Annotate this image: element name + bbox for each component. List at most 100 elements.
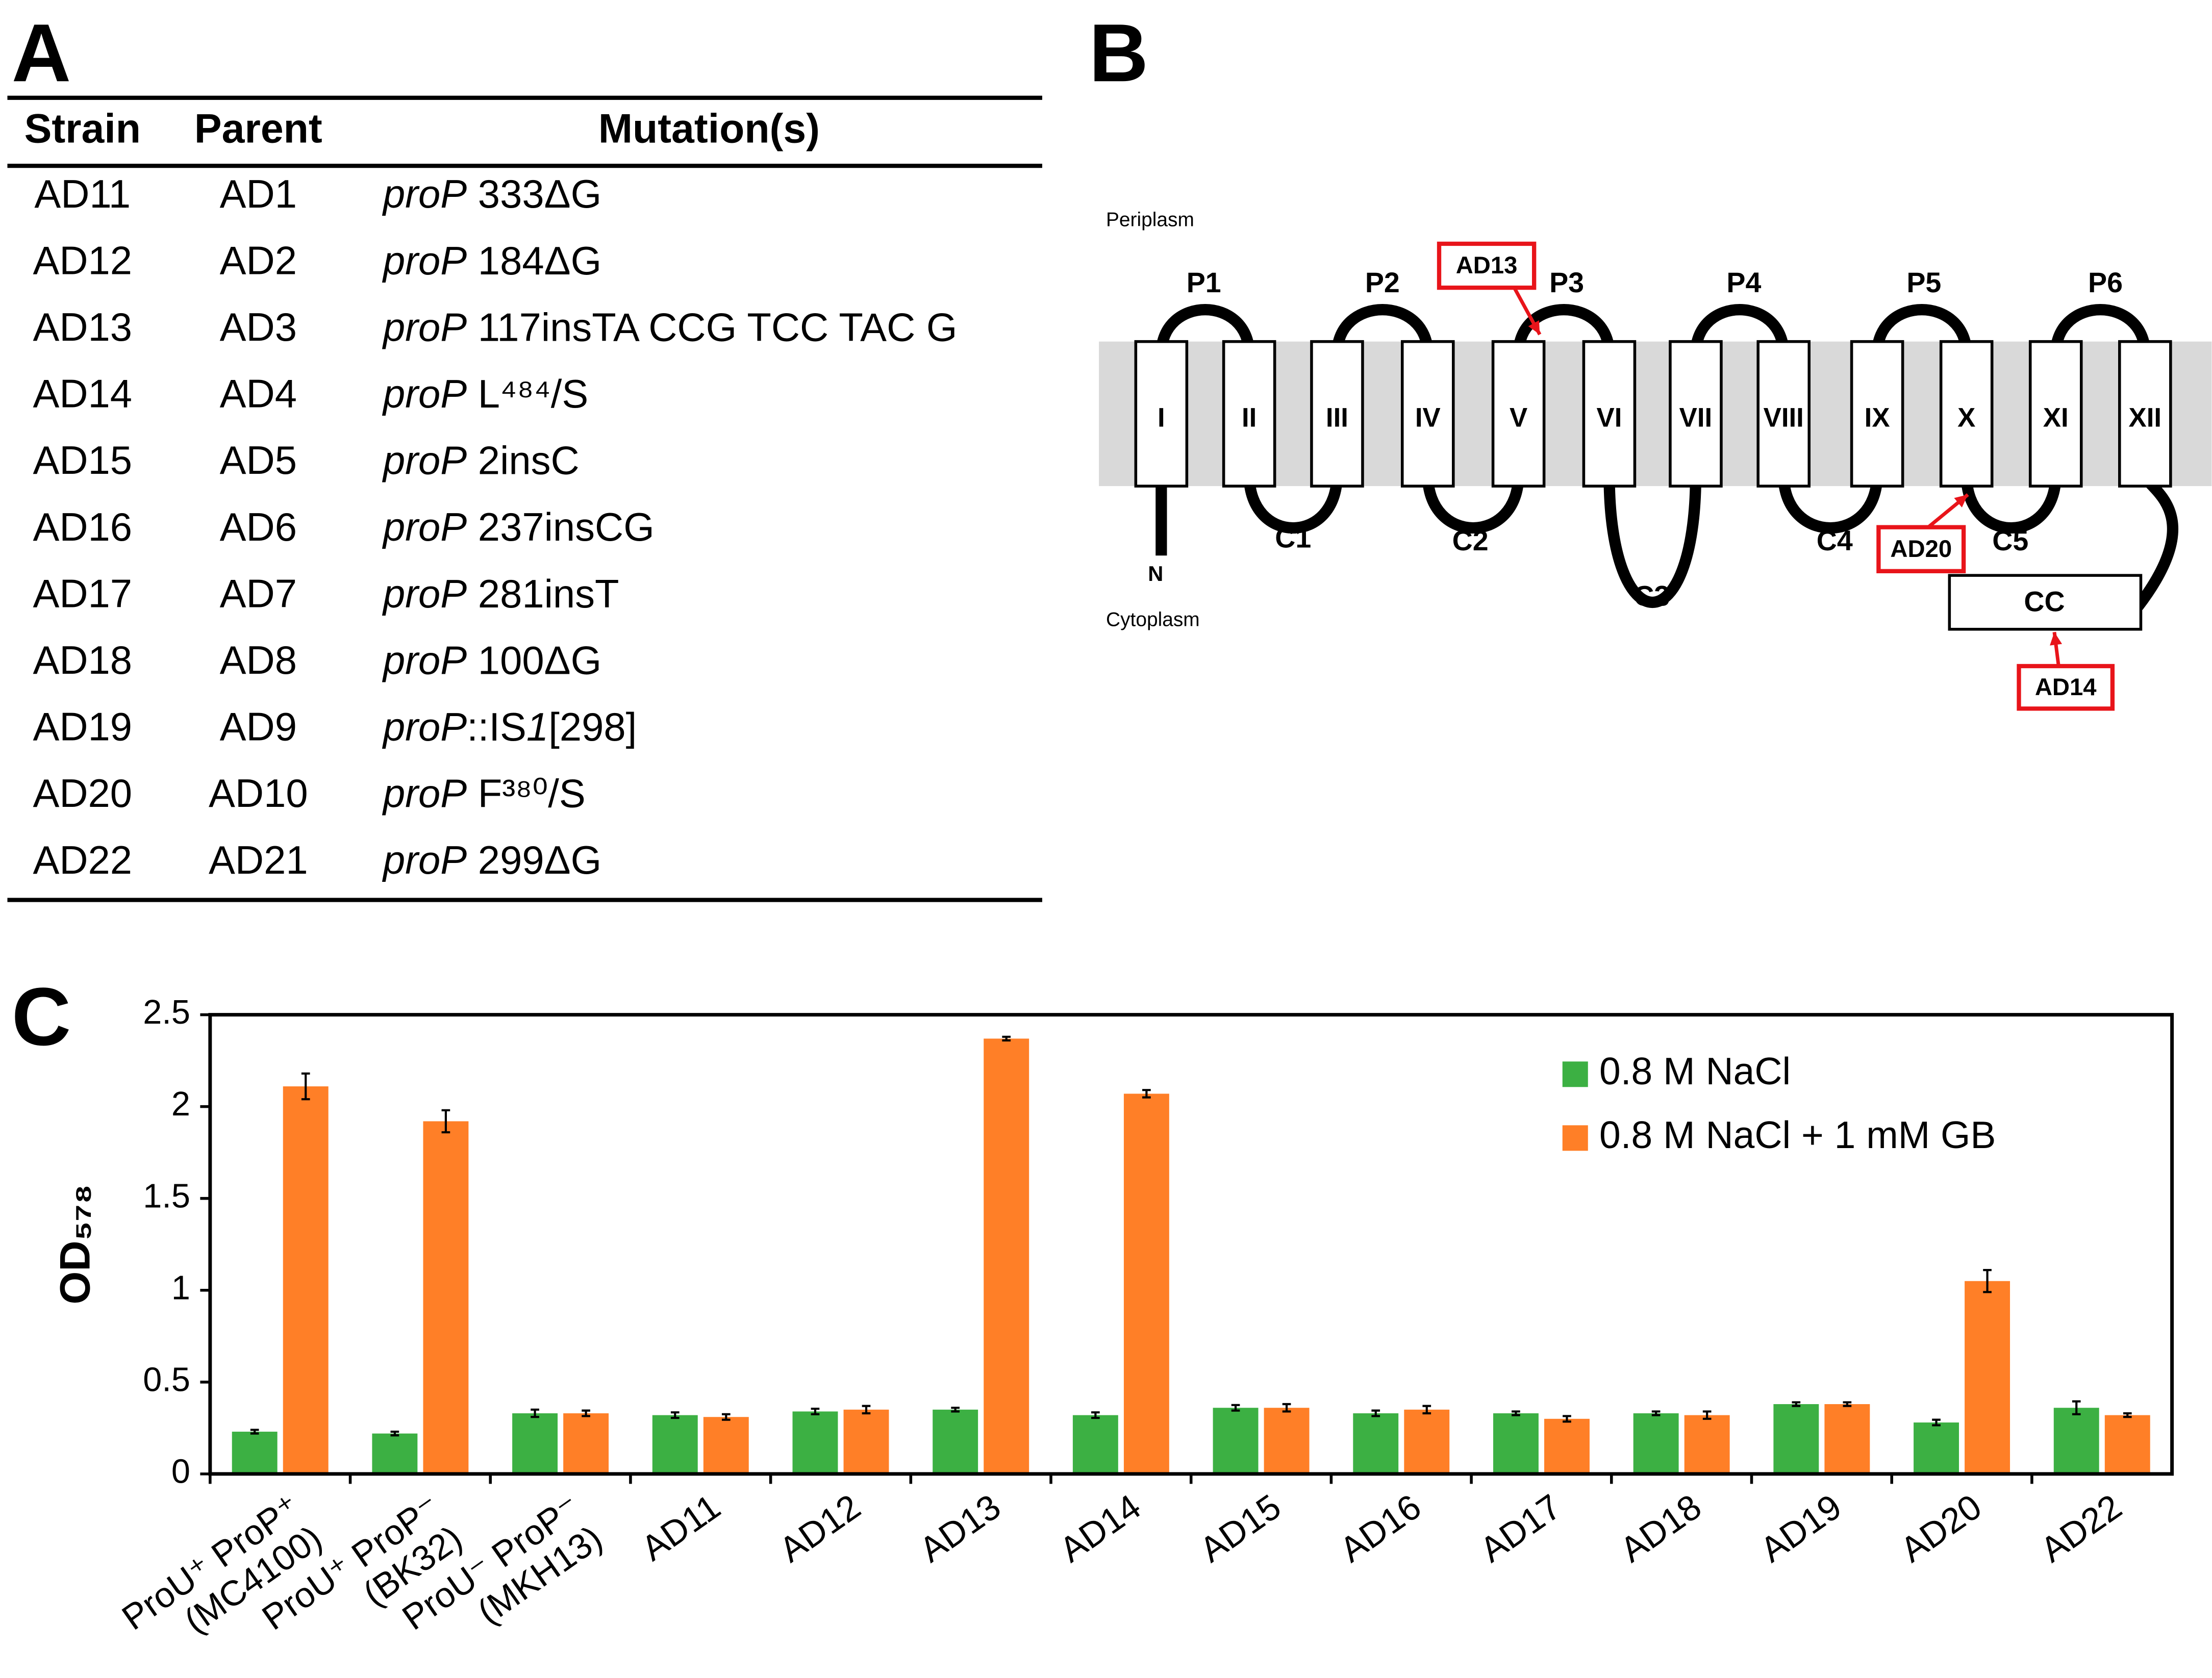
bar: [1824, 1404, 1870, 1474]
loop-label: P1: [1187, 267, 1221, 298]
loop-label: P6: [2088, 267, 2123, 298]
loop: [1243, 474, 1343, 534]
bar: [1965, 1281, 2010, 1474]
helix-label: III: [1326, 402, 1348, 433]
bar: [1353, 1413, 1399, 1474]
loop: [1155, 304, 1255, 355]
y-tick-label: 0.5: [143, 1361, 190, 1399]
callout-box: [1437, 241, 1537, 290]
table-cell: proP::IS1[298]: [382, 705, 637, 749]
mutation-part: 1: [526, 705, 548, 749]
legend-swatch: [1562, 1061, 1588, 1087]
bar: [652, 1415, 698, 1474]
panel-label: A: [12, 7, 71, 99]
helix: [2028, 340, 2083, 488]
loop: [2050, 304, 2151, 355]
mutation-part: proP: [382, 239, 467, 283]
table-cell: AD22: [33, 838, 132, 882]
loop: [1422, 474, 1524, 534]
bar: [1684, 1415, 1730, 1474]
bar: [232, 1432, 278, 1474]
bar: [703, 1417, 749, 1474]
callout-label: AD20: [1890, 536, 1952, 563]
table-cell: AD10: [209, 772, 308, 816]
table-header: Mutation(s): [598, 106, 820, 152]
helix: [1491, 340, 1546, 488]
mutation-part: F³⁸⁰/S: [467, 772, 586, 816]
helix-label: V: [1510, 402, 1527, 433]
table-cell: proP 333ΔG: [382, 172, 601, 216]
bar: [843, 1409, 889, 1474]
loop-label: P3: [1549, 267, 1584, 298]
mutation-part: proP: [382, 306, 467, 349]
table-cell: AD16: [33, 505, 132, 549]
bar: [1072, 1415, 1118, 1474]
bar: [1213, 1408, 1259, 1474]
mutation-part: proP: [382, 505, 467, 549]
loop: [1871, 304, 1972, 355]
helix: [2118, 340, 2172, 488]
helix: [1134, 340, 1189, 488]
table-cell: proP F³⁸⁰/S: [382, 772, 586, 816]
helix: [1400, 340, 1455, 488]
bar: [984, 1038, 1029, 1474]
table-cell: AD18: [33, 639, 132, 682]
mutation-part: proP: [382, 639, 467, 682]
helix-label: VII: [1679, 402, 1713, 433]
terminus-label: N: [1148, 562, 1163, 586]
table-cell: AD13: [33, 306, 132, 349]
helix-label: II: [1242, 402, 1256, 433]
table-cell: AD19: [33, 705, 132, 749]
callout-label: AD13: [1456, 252, 1518, 279]
helix: [1222, 340, 1276, 488]
bar: [1773, 1404, 1819, 1474]
bar: [512, 1413, 558, 1474]
mutation-part: proP: [382, 838, 467, 882]
loop-label: C1: [1275, 522, 1311, 553]
table-cell: AD6: [220, 505, 297, 549]
helix: [1939, 340, 1994, 488]
table-cell: AD15: [33, 439, 132, 482]
table-cell: AD20: [33, 772, 132, 816]
mutation-part: 100ΔG: [467, 639, 601, 682]
helix-label: XII: [2129, 402, 2162, 433]
helix-label: X: [1957, 402, 1975, 433]
bar: [563, 1413, 609, 1474]
bar: [2053, 1408, 2099, 1474]
mutation-part: proP: [382, 772, 467, 816]
table-header: Strain: [24, 106, 141, 152]
mutation-part: 333ΔG: [467, 172, 601, 216]
loop: [1513, 304, 1615, 355]
helix-label: I: [1158, 402, 1165, 433]
helix-label: VI: [1597, 402, 1622, 433]
arrow-head: [1954, 494, 1968, 507]
table-cell: proP 299ΔG: [382, 838, 601, 882]
bar: [1123, 1094, 1169, 1474]
helix: [1669, 340, 1723, 488]
bar: [792, 1411, 838, 1474]
bar: [1633, 1413, 1679, 1474]
mutation-part: proP: [382, 705, 467, 749]
y-tick-label: 1: [171, 1269, 190, 1307]
callout-label: AD14: [2035, 674, 2097, 701]
arrow-head: [2050, 632, 2063, 646]
mutation-part: proP: [382, 372, 467, 416]
helix-label: VIII: [1764, 402, 1804, 433]
helix: [1850, 340, 1904, 488]
table-cell: proP 237insCG: [382, 505, 655, 549]
bar: [1544, 1418, 1590, 1474]
y-tick-label: 2: [171, 1085, 190, 1123]
table-cell: AD11: [34, 172, 131, 216]
cc-domain: [1948, 574, 2143, 631]
callout-box: [1876, 525, 1966, 573]
table-cell: AD17: [33, 572, 132, 616]
mutation-part: 2insC: [467, 439, 580, 482]
compartment-label: Cytoplasm: [1106, 608, 1200, 630]
bar: [283, 1086, 329, 1474]
bar: [2104, 1415, 2150, 1474]
panel-label: B: [1089, 7, 1148, 99]
legend-label: 0.8 M NaCl + 1 mM GB: [1599, 1113, 1996, 1156]
